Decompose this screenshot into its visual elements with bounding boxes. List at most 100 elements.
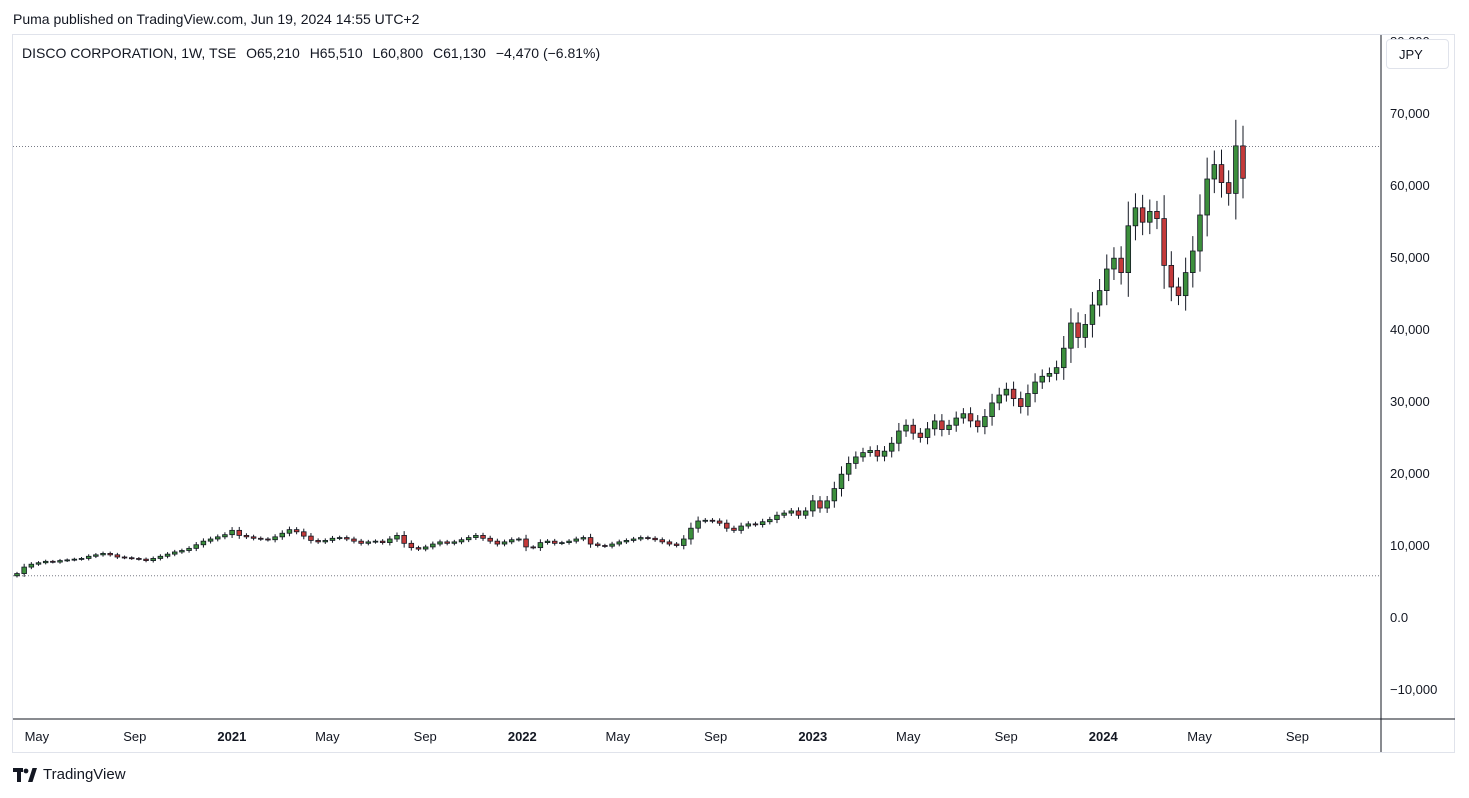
candle-body xyxy=(767,519,773,523)
candle-body xyxy=(358,540,364,544)
candle-body xyxy=(430,543,436,548)
candle-body xyxy=(602,545,608,547)
candle-body xyxy=(1089,304,1096,325)
candle-body xyxy=(71,558,78,561)
candle-body xyxy=(1053,367,1060,374)
candle-body xyxy=(1175,286,1182,297)
candle-body xyxy=(953,417,959,426)
candle-body xyxy=(93,554,99,557)
candle-body xyxy=(609,543,615,547)
candle-body xyxy=(258,537,264,540)
candle-body xyxy=(465,537,472,541)
candle-body xyxy=(28,563,35,568)
candle-body xyxy=(279,532,286,538)
candle-body xyxy=(1039,375,1045,383)
candle-body xyxy=(14,573,20,577)
candle-body xyxy=(422,546,429,550)
chart-frame[interactable] xyxy=(12,34,1455,753)
time-tick-label: Sep xyxy=(1286,729,1309,744)
candle-body xyxy=(57,560,63,563)
candle-body xyxy=(1111,257,1117,270)
candle-body xyxy=(293,529,300,533)
candle-body xyxy=(831,488,838,502)
time-tick-label: 2024 xyxy=(1089,729,1119,744)
candle-body xyxy=(322,540,329,543)
candle-body xyxy=(35,562,42,565)
high-value: H65,510 xyxy=(309,45,363,61)
candle-body xyxy=(544,540,551,543)
currency-button[interactable]: JPY xyxy=(1386,39,1449,69)
candle-body xyxy=(931,420,938,430)
price-tick-label: −10,000 xyxy=(1390,682,1437,697)
candle-body xyxy=(1082,324,1088,338)
tradingview-logo-icon xyxy=(13,767,37,782)
change-value: −4,470 (−6.81%) xyxy=(495,45,601,61)
candle-body xyxy=(172,551,178,555)
candle-body xyxy=(1211,164,1218,180)
candle-body xyxy=(508,539,515,543)
candle-body xyxy=(1118,257,1124,274)
candle-body xyxy=(623,540,630,543)
candle-body xyxy=(638,537,644,540)
candle-body xyxy=(1003,388,1010,396)
candle-body xyxy=(824,500,830,509)
tradingview-logo[interactable]: TradingView xyxy=(13,766,126,783)
candle-body xyxy=(681,538,687,546)
candle-body xyxy=(387,538,393,543)
candle-body xyxy=(150,558,156,562)
candle-body xyxy=(394,535,400,540)
time-tick-label: 2023 xyxy=(798,729,827,744)
candle-body xyxy=(365,541,372,544)
candle-body xyxy=(537,542,544,549)
candle-body xyxy=(659,539,665,543)
candle-body xyxy=(1168,264,1175,288)
candle-body xyxy=(924,428,931,438)
candle-body xyxy=(186,547,192,551)
candle-body xyxy=(229,529,235,536)
candle-body xyxy=(1161,218,1167,266)
candle-body xyxy=(128,557,135,560)
time-tick-label: May xyxy=(606,729,631,744)
candle-body xyxy=(336,537,343,539)
candle-body xyxy=(587,537,594,545)
candle-body xyxy=(1018,398,1024,407)
candle-body xyxy=(516,538,522,541)
candle-body xyxy=(566,540,572,543)
candle-body xyxy=(666,541,673,545)
candle-body xyxy=(164,553,171,557)
candle-body xyxy=(673,543,680,546)
candle-body xyxy=(802,510,809,516)
candle-body xyxy=(645,537,651,539)
candle-body xyxy=(989,402,995,418)
candle-body xyxy=(652,537,658,541)
candle-body xyxy=(286,529,293,534)
price-tick-label: 20,000 xyxy=(1390,466,1430,481)
candle-body xyxy=(1182,272,1189,297)
candle-body xyxy=(974,420,981,428)
candle-body xyxy=(1240,145,1246,179)
candle-body xyxy=(408,542,415,549)
candle-body xyxy=(731,527,737,531)
candle-body xyxy=(42,560,49,564)
candle-body xyxy=(530,546,536,549)
candle-body xyxy=(853,456,859,464)
candles-layer xyxy=(14,119,1246,578)
candle-body xyxy=(480,535,486,539)
candle-body xyxy=(1132,207,1139,227)
candle-body xyxy=(551,540,558,544)
candle-body xyxy=(473,535,479,538)
candle-body xyxy=(573,538,579,542)
candle-body xyxy=(795,510,802,516)
candle-body xyxy=(1075,322,1081,338)
symbol-legend: DISCO CORPORATION, 1W, TSE O65,210 H65,5… xyxy=(22,45,606,61)
candle-body xyxy=(946,424,952,430)
candle-body xyxy=(415,547,422,550)
candle-body xyxy=(759,521,766,525)
candle-body xyxy=(143,558,149,561)
tradingview-brand: TradingView xyxy=(43,766,126,783)
candle-body xyxy=(215,536,221,540)
candle-body xyxy=(917,432,924,438)
candle-body xyxy=(903,424,909,432)
candle-body xyxy=(437,541,443,545)
